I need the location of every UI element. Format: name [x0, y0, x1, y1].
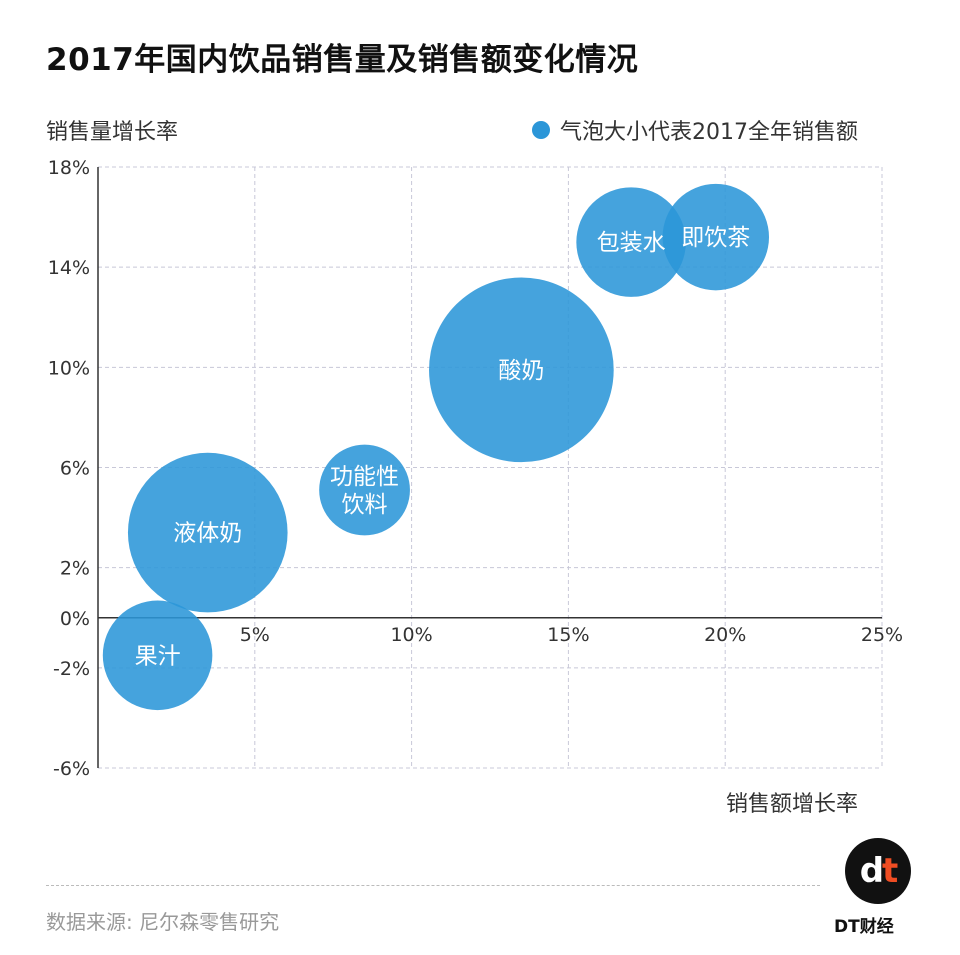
legend-bubble-marker — [532, 121, 550, 139]
y-tick-label: 10% — [48, 357, 90, 379]
bubble-chart: -6% -2% 0% 2% 6% 10% 14% 18% 5% 10% 15% 20% 25% 果汁 液体奶… — [48, 157, 903, 780]
data-source: 数据来源: 尼尔森零售研究 — [46, 910, 280, 934]
x-tick-label: 20% — [704, 624, 746, 646]
y-tick-label: 14% — [48, 257, 90, 279]
y-axis-label: 销售量增长率 — [46, 120, 179, 145]
x-tick-label: 15% — [547, 624, 589, 646]
bubble-label: 包装水 — [597, 230, 666, 256]
x-axis-label: 销售额增长率 — [726, 792, 859, 817]
y-tick-label: 18% — [48, 157, 90, 179]
footer-divider — [46, 885, 820, 886]
bubble-label: 果汁 — [135, 643, 181, 669]
chart-title: 2017年国内饮品销售量及销售额变化情况 — [46, 42, 639, 78]
legend: 气泡大小代表2017全年销售额 — [532, 114, 858, 146]
bubble-label: 液体奶 — [173, 521, 242, 547]
y-tick-label: 2% — [60, 558, 90, 580]
bubble — [429, 277, 614, 463]
bubble — [102, 600, 213, 711]
bubble — [662, 183, 770, 291]
bubble-label: 饮料 — [342, 492, 388, 518]
bubble-label: 即饮茶 — [681, 225, 750, 251]
x-tick-label: 25% — [861, 624, 903, 646]
legend-text: 气泡大小代表2017全年销售额 — [560, 120, 858, 145]
bubble — [127, 452, 288, 613]
y-tick-label: -6% — [53, 758, 90, 780]
y-tick-label: -2% — [53, 658, 90, 680]
y-tick-label: 0% — [60, 608, 90, 630]
y-tick-label: 6% — [60, 458, 90, 480]
bubble — [319, 444, 410, 536]
x-tick-label: 5% — [240, 624, 270, 646]
bubble — [576, 187, 686, 297]
brand-name: DT财经 — [834, 917, 894, 937]
bubble-label: 酸奶 — [498, 358, 544, 384]
bubble-label: 功能性 — [330, 464, 399, 490]
x-tick-label: 10% — [390, 624, 432, 646]
